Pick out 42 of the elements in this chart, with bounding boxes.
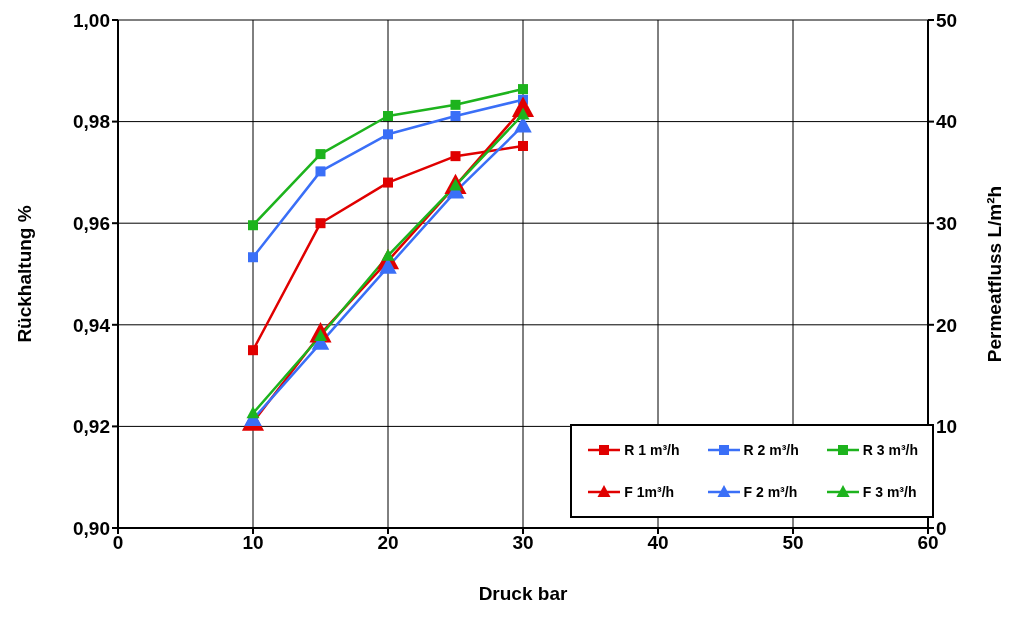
y2-tick-label: 50 <box>936 9 958 31</box>
point <box>383 111 393 122</box>
point <box>315 166 326 177</box>
point <box>246 406 260 419</box>
legend-label: R 2 m³/h <box>743 442 799 458</box>
y-tick-label: 0,94 <box>73 314 111 336</box>
y2-tick-label: 30 <box>936 212 958 234</box>
point <box>315 149 326 160</box>
y-tick-label: 0,92 <box>73 416 110 438</box>
point <box>450 111 461 122</box>
x-tick-label: 10 <box>242 532 264 554</box>
y2-tick-label: 40 <box>936 111 958 133</box>
x-tick-label: 50 <box>782 532 804 554</box>
legend-label: R 3 m³/h <box>862 442 918 458</box>
y2-tick-label: 0 <box>936 517 947 539</box>
y-tick-label: 0,96 <box>73 212 110 234</box>
y2-tick-label: 10 <box>936 416 958 438</box>
point <box>315 218 326 229</box>
y-axis-title: Rückhaltung % <box>13 205 35 343</box>
point <box>450 151 461 162</box>
point <box>383 129 393 140</box>
legend-label: F 1m³/h <box>624 484 675 500</box>
legend-label: F 2 m³/h <box>743 484 798 500</box>
point <box>518 140 528 151</box>
y-tick-label: 0,90 <box>73 517 110 539</box>
y2-tick-label: 20 <box>936 314 958 336</box>
point <box>383 177 393 188</box>
x-tick-label: 40 <box>647 532 669 554</box>
point <box>248 345 258 356</box>
legend-label: R 1 m³/h <box>624 442 680 458</box>
x-axis-title: Druck bar <box>478 583 568 604</box>
x-tick-label: 0 <box>112 532 124 554</box>
legend-label: F 3 m³/h <box>862 484 917 500</box>
y-tick-label: 1,00 <box>73 9 110 31</box>
point <box>248 252 258 263</box>
y2-axis-title: Permeatfluss L/m²h <box>983 185 1005 363</box>
y-tick-label: 0,98 <box>73 111 110 133</box>
x-tick-label: 30 <box>512 532 534 554</box>
x-tick-label: 20 <box>377 532 399 554</box>
point <box>518 84 528 95</box>
point <box>248 220 258 231</box>
point <box>450 99 461 110</box>
